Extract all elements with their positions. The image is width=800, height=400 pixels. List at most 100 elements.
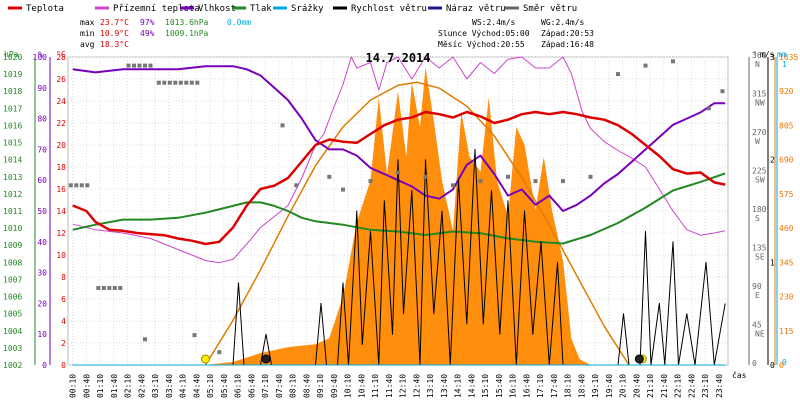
wind-direction-point [423,174,428,179]
legend-label-vlhkost: Vlhkost [198,4,236,14]
hpa-tick-label: 1004 [3,327,22,336]
deg-tick-label: 270 [752,128,767,137]
hpa-tick-label: 1016 [3,121,22,130]
time-tick-label: 11:10 [371,374,380,398]
pct-tick-label: 70 [37,145,47,154]
series-solar-area [205,67,591,366]
legend-item-vlhkost: Vlhkost [180,4,236,14]
temp-tick-label: 14 [56,207,66,216]
wind-direction-point [195,80,200,85]
pct-tick-label: 50 [37,207,47,216]
pct-tick-label: 90 [37,84,47,93]
time-tick-label: 01:10 [96,374,105,398]
time-tick-label: 18:10 [564,374,573,398]
temp-tick-label: 28 [56,53,66,62]
deg-tick-label: 360 [752,51,767,60]
moonset-marker [261,354,271,364]
temp-tick-label: 4 [61,317,66,326]
wind-direction-point [112,286,117,290]
wm-tick-label: 690 [779,156,794,165]
axis-hpa: 1002 1003 1004 1005 1006 1007 1008 1009 1010 1011… [3,53,36,370]
series-humidity [72,65,726,212]
deg-tick-label: 315 [752,90,767,99]
wind-direction-point [156,80,161,85]
time-tick-label: 06:40 [247,374,256,398]
temp-tick-label: 0 [61,361,66,370]
time-tick-label: 16:40 [522,374,531,398]
hpa-tick-label: 1002 [3,361,22,370]
time-tick-label: 05:10 [206,374,215,398]
temp-tick-label: 22 [56,119,66,128]
wind-direction-point [162,80,167,85]
wind-direction-point [506,174,510,179]
hpa-tick-label: 1013 [3,173,22,182]
time-tick-label: 15:10 [481,374,490,398]
hpa-tick-label: 1010 [3,224,22,233]
deg-tick-label: 0 [752,359,757,368]
legend-item-tlak: Tlak [232,4,272,14]
info-moon-rise: Měsíc Východ:20:55 [438,40,525,49]
wind-direction-point [68,183,73,188]
series-pressure [72,172,726,245]
wind-direction-point [85,183,90,188]
axis-hpa-unit: hPa [4,50,19,59]
wind-direction-point [79,183,84,188]
plot-area [67,56,729,366]
deg-dir-label: W [755,137,760,146]
time-tick-label: 12:40 [412,374,421,398]
temp-tick-label: 8 [61,273,66,282]
axis-time: 00:10 00:40 01:10 01:40 02:10 02:40 03:10 03:40… [69,374,724,398]
time-tick-label: 22:40 [687,374,696,398]
legend-label-teplota: Teplota [26,4,64,14]
stat-max-hum: 97% [140,18,155,27]
info-sun-set: Západ:20:53 [541,29,594,38]
wind-direction-point [341,187,345,192]
mm-tick-label: 0 [782,358,787,367]
stat-min-temp: 10.9°C [100,29,129,38]
pct-tick-label: 30 [37,269,47,278]
hpa-tick-label: 1006 [3,293,22,302]
wind-direction-point [533,179,538,184]
ms-tick-label: 2 [770,156,775,165]
wind-direction-point [280,123,285,128]
time-tick-label: 09:10 [316,374,325,398]
wind-direction-point [101,286,106,290]
deg-dir-label: SE [755,253,765,262]
deg-dir-label: SW [755,176,765,185]
deg-dir-label: S [755,214,760,223]
temp-tick-label: 16 [56,185,66,194]
time-tick-label: 15:40 [495,374,504,398]
wind-direction-point [327,174,332,179]
ms-tick-label: 3 [770,53,775,62]
time-tick-label: 08:40 [302,374,311,398]
hpa-tick-label: 1020 [3,53,22,62]
stat-avg-label: avg [80,40,95,49]
hpa-tick-label: 1008 [3,258,22,267]
time-tick-label: 07:40 [275,374,284,398]
legend-label-tlak: Tlak [250,4,272,14]
wind-direction-point [107,286,112,290]
temp-tick-label: 26 [56,75,66,84]
deg-dir-label: N [755,60,760,69]
time-tick-label: 02:10 [124,374,133,398]
wind-direction-point [671,59,675,64]
time-tick-label: 17:10 [536,374,545,398]
time-tick-label: 12:10 [399,374,408,398]
axis-ms-unit: m/s [760,50,775,59]
wind-direction-point [189,80,194,85]
hpa-tick-label: 1007 [3,275,22,284]
time-tick-label: 23:40 [715,374,724,398]
temp-tick-label: 2 [61,339,66,348]
hpa-tick-label: 1019 [3,70,22,79]
pct-tick-label: 20 [37,299,47,308]
wm-tick-label: 805 [779,121,794,130]
temp-tick-label: 18 [56,163,66,172]
wind-direction-point [132,63,136,68]
moonrise-marker [634,354,644,364]
stat-max-label: max [80,18,95,27]
stat-max-rain: 0.0mm [227,18,251,27]
time-tick-label: 18:40 [577,374,586,398]
hpa-tick-label: 1003 [3,344,22,353]
time-tick-label: 16:10 [509,374,518,398]
